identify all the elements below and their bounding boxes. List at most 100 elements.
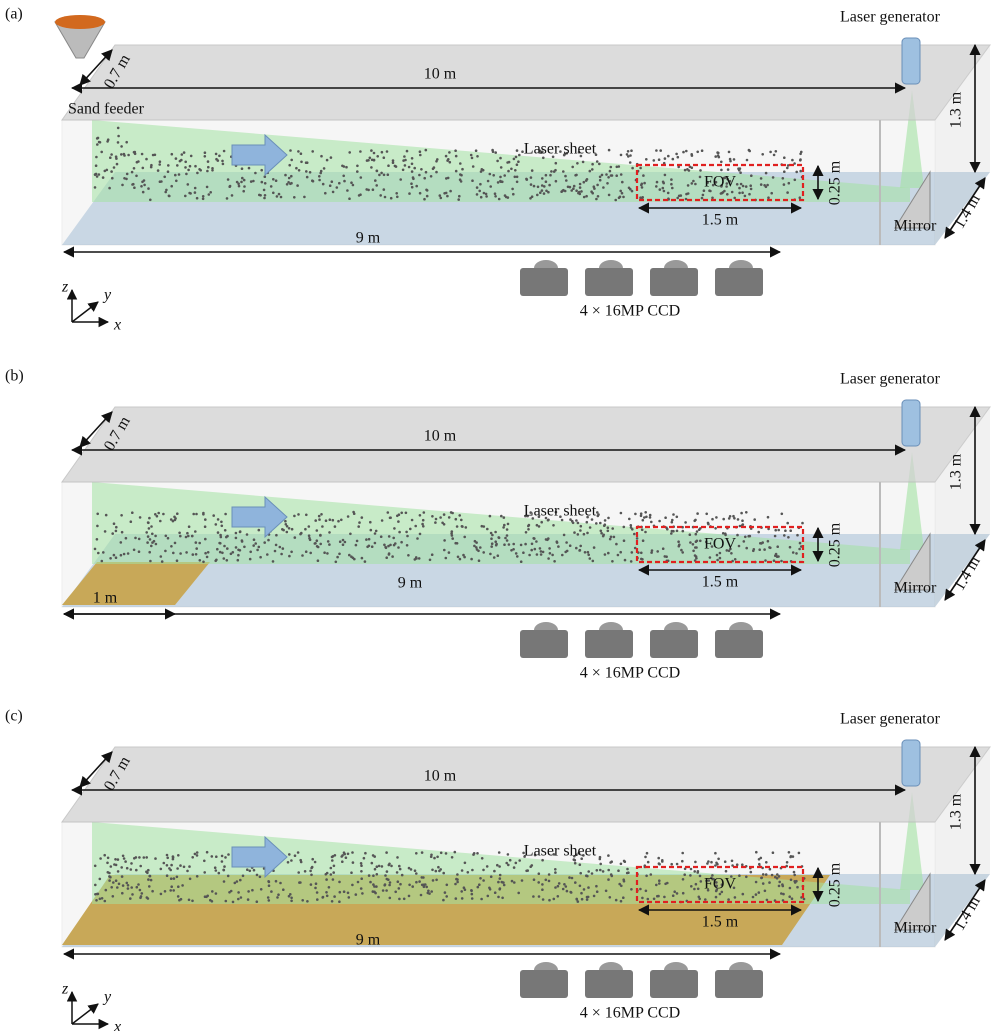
particle xyxy=(121,892,124,895)
particle xyxy=(427,892,430,895)
particle xyxy=(741,519,744,522)
particle xyxy=(194,187,197,190)
particle xyxy=(159,180,162,183)
particle xyxy=(421,523,424,526)
particle xyxy=(477,886,480,889)
particle xyxy=(188,525,191,528)
particle xyxy=(374,868,377,871)
particle xyxy=(545,879,548,882)
particle xyxy=(498,198,501,201)
particle xyxy=(602,870,605,873)
particle xyxy=(376,865,379,868)
particle xyxy=(254,172,257,175)
particle xyxy=(626,153,629,156)
particle xyxy=(537,186,540,189)
particle xyxy=(609,896,612,899)
particle xyxy=(348,554,351,557)
particle xyxy=(398,887,401,890)
particle xyxy=(799,158,802,161)
particle xyxy=(445,852,448,855)
particle xyxy=(533,878,536,881)
particle xyxy=(279,546,282,549)
particle xyxy=(571,877,574,880)
particle xyxy=(459,558,462,561)
particle xyxy=(439,194,442,197)
particle xyxy=(478,190,481,193)
particle xyxy=(591,872,594,875)
particle xyxy=(375,885,378,888)
particle xyxy=(492,174,495,177)
particle xyxy=(443,539,446,542)
particle xyxy=(256,874,259,877)
particle xyxy=(461,525,464,528)
particle xyxy=(769,868,772,871)
particle xyxy=(445,177,448,180)
particle xyxy=(738,192,741,195)
particle xyxy=(440,852,443,855)
particle xyxy=(740,183,743,186)
particle xyxy=(681,860,684,863)
particle xyxy=(408,192,411,195)
particle xyxy=(139,889,142,892)
particle xyxy=(150,879,153,882)
particle xyxy=(194,530,197,533)
particle xyxy=(387,511,390,514)
particle xyxy=(439,868,442,871)
particle xyxy=(380,535,383,538)
particle xyxy=(317,559,320,562)
particle xyxy=(600,532,603,535)
particle xyxy=(228,185,231,188)
particle xyxy=(389,881,392,884)
particle xyxy=(279,882,282,885)
particle xyxy=(226,197,229,200)
particle xyxy=(485,195,488,198)
particle xyxy=(343,180,346,183)
particle xyxy=(241,177,244,180)
particle xyxy=(259,556,262,559)
particle xyxy=(309,552,312,555)
particle xyxy=(259,876,262,879)
particle xyxy=(318,515,321,518)
particle xyxy=(566,550,569,553)
particle xyxy=(202,513,205,516)
particle xyxy=(138,550,141,553)
particle xyxy=(720,161,723,164)
camera xyxy=(520,268,568,296)
particle xyxy=(664,157,667,160)
particle xyxy=(688,169,691,172)
particle xyxy=(764,559,767,562)
particle xyxy=(320,513,323,516)
particle xyxy=(297,513,300,516)
particle xyxy=(329,518,332,521)
particle xyxy=(499,877,502,880)
particle xyxy=(385,547,388,550)
particle xyxy=(557,545,560,548)
laser-generator xyxy=(902,740,920,786)
particle xyxy=(355,544,358,547)
particle xyxy=(658,879,661,882)
particle xyxy=(372,890,375,893)
particle xyxy=(736,863,739,866)
particle xyxy=(692,550,695,553)
particle xyxy=(547,557,550,560)
particle xyxy=(133,186,136,189)
particle xyxy=(301,899,304,902)
camera-lens xyxy=(534,260,558,268)
particle xyxy=(657,895,660,898)
particle xyxy=(139,516,142,519)
particle xyxy=(498,865,501,868)
particle xyxy=(320,155,323,158)
particle xyxy=(168,867,171,870)
particle xyxy=(286,525,289,528)
particle xyxy=(167,164,170,167)
particle xyxy=(116,163,119,166)
particle xyxy=(765,861,768,864)
particle xyxy=(650,521,653,524)
particle xyxy=(161,560,164,563)
particle xyxy=(412,178,415,181)
particle xyxy=(339,540,342,543)
particle xyxy=(225,900,228,903)
particle xyxy=(430,175,433,178)
particle xyxy=(110,886,113,889)
particle xyxy=(211,890,214,893)
